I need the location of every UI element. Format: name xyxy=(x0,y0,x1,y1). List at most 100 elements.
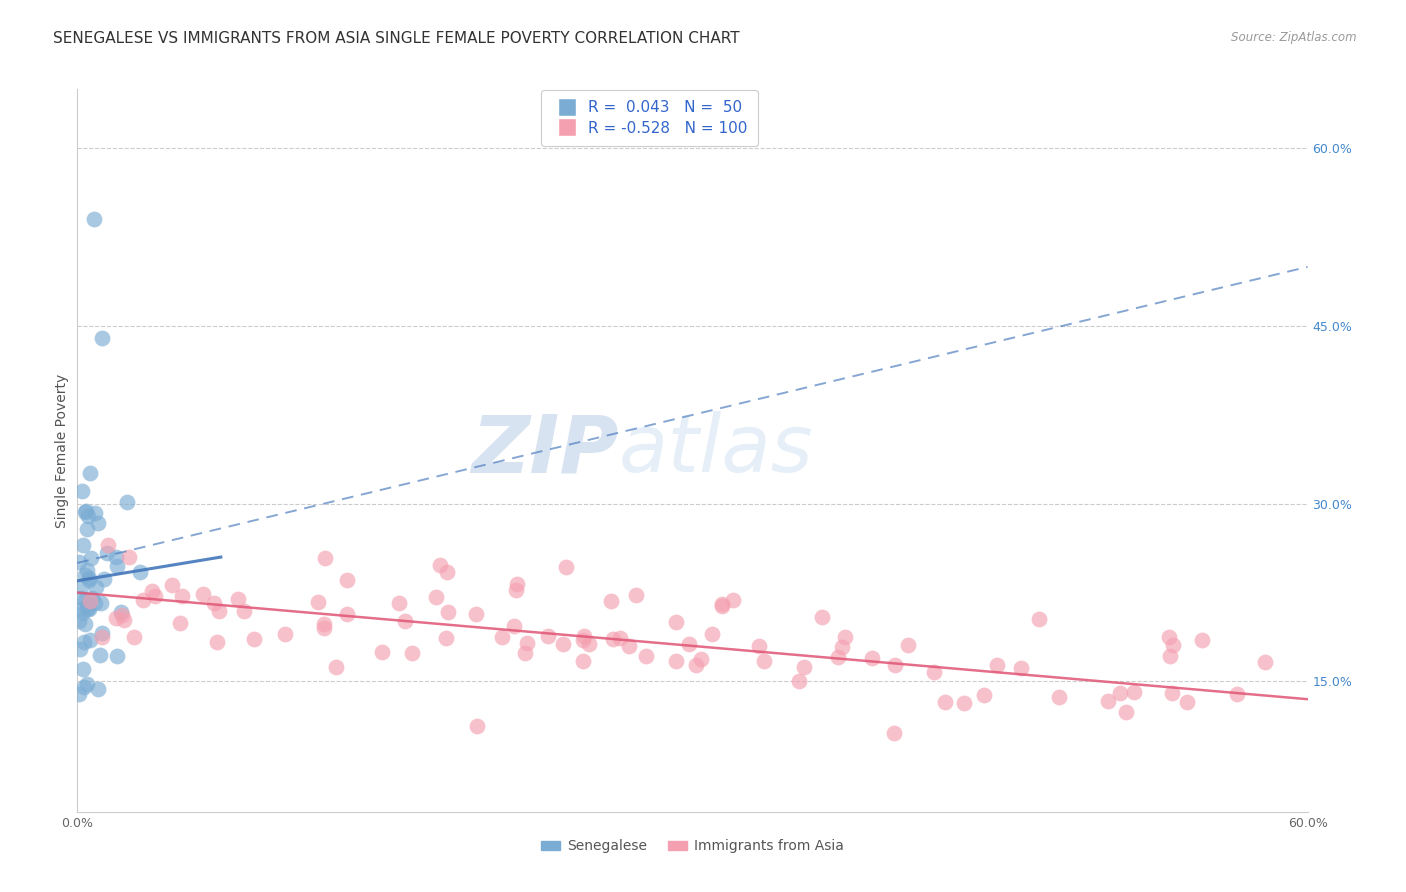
Point xyxy=(555,560,578,574)
Point xyxy=(685,657,707,672)
Point xyxy=(665,615,688,629)
Point xyxy=(79,601,101,615)
Point xyxy=(169,616,191,631)
Text: ZIP: ZIP xyxy=(471,411,619,490)
Point xyxy=(312,617,335,632)
Point xyxy=(67,602,90,616)
Text: Source: ZipAtlas.com: Source: ZipAtlas.com xyxy=(1232,31,1357,45)
Point xyxy=(897,638,920,652)
Point xyxy=(143,589,166,603)
Point xyxy=(711,597,734,611)
Point xyxy=(505,583,527,598)
Point xyxy=(208,604,231,618)
Point xyxy=(834,630,856,644)
Point xyxy=(572,629,595,643)
Point xyxy=(96,546,118,560)
Point xyxy=(87,516,110,531)
Point xyxy=(76,676,98,690)
Point xyxy=(77,508,100,523)
Point xyxy=(77,571,100,585)
Point xyxy=(91,625,114,640)
Point xyxy=(624,588,647,602)
Point xyxy=(571,632,593,647)
Point xyxy=(97,538,120,552)
Point xyxy=(76,600,98,615)
Point xyxy=(67,555,90,569)
Point xyxy=(70,606,93,620)
Point xyxy=(90,331,114,345)
Point xyxy=(73,506,96,520)
Point xyxy=(336,574,359,588)
Point xyxy=(1047,690,1070,704)
Point xyxy=(883,657,905,672)
Point xyxy=(160,578,183,592)
Point xyxy=(83,212,105,227)
Point xyxy=(84,506,107,520)
Point xyxy=(104,611,127,625)
Point xyxy=(609,632,631,646)
Point xyxy=(67,614,90,628)
Y-axis label: Single Female Poverty: Single Female Poverty xyxy=(55,374,69,527)
Point xyxy=(401,647,423,661)
Point xyxy=(105,549,128,564)
Point xyxy=(112,613,135,627)
Point xyxy=(934,696,956,710)
Point xyxy=(170,589,193,603)
Point xyxy=(79,466,101,480)
Point xyxy=(110,605,132,619)
Point xyxy=(436,565,458,579)
Point xyxy=(84,580,107,594)
Point xyxy=(1191,633,1213,648)
Point xyxy=(325,660,347,674)
Point xyxy=(75,592,97,607)
Point xyxy=(973,688,995,702)
Point xyxy=(105,649,128,664)
Point xyxy=(80,550,103,565)
Point xyxy=(1097,694,1119,708)
Point xyxy=(76,564,98,578)
Point xyxy=(986,657,1008,672)
Point xyxy=(75,504,97,518)
Point xyxy=(1161,638,1184,652)
Point xyxy=(752,654,775,668)
Point xyxy=(87,681,110,696)
Point xyxy=(73,568,96,582)
Point xyxy=(883,726,905,740)
Point xyxy=(191,587,214,601)
Point xyxy=(860,650,883,665)
Point xyxy=(314,621,336,635)
Point xyxy=(1010,661,1032,675)
Point xyxy=(1175,695,1198,709)
Point xyxy=(429,558,451,572)
Text: SENEGALESE VS IMMIGRANTS FROM ASIA SINGLE FEMALE POVERTY CORRELATION CHART: SENEGALESE VS IMMIGRANTS FROM ASIA SINGL… xyxy=(53,31,740,46)
Point xyxy=(465,607,488,621)
Point xyxy=(551,637,574,651)
Point xyxy=(678,637,700,651)
Point xyxy=(76,522,98,536)
Point xyxy=(793,660,815,674)
Point xyxy=(619,640,641,654)
Point xyxy=(141,584,163,599)
Point xyxy=(202,596,225,610)
Point xyxy=(73,617,96,632)
Point xyxy=(827,649,849,664)
Point xyxy=(831,640,853,654)
Point xyxy=(117,550,139,565)
Point xyxy=(388,596,411,610)
Point xyxy=(205,634,228,648)
Point xyxy=(1109,686,1132,700)
Point xyxy=(371,645,394,659)
Point xyxy=(226,592,249,607)
Point xyxy=(702,627,724,641)
Point xyxy=(90,596,112,610)
Point xyxy=(1159,648,1181,663)
Text: atlas: atlas xyxy=(619,411,814,490)
Point xyxy=(73,635,96,649)
Point xyxy=(90,630,112,644)
Point xyxy=(1115,705,1137,719)
Point xyxy=(506,576,529,591)
Point xyxy=(79,594,101,608)
Point xyxy=(72,681,94,695)
Point xyxy=(572,655,595,669)
Point xyxy=(336,607,359,621)
